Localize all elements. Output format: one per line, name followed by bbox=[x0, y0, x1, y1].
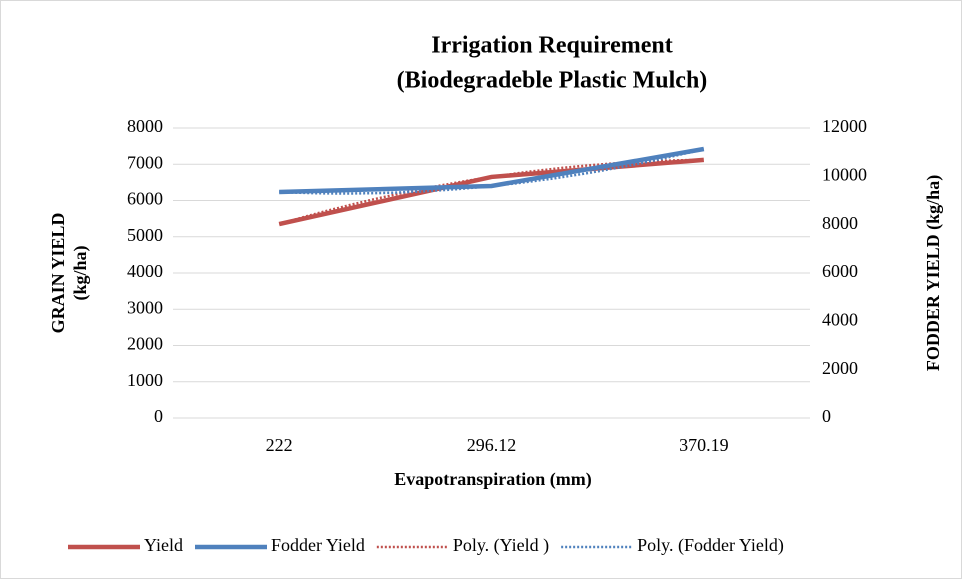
y-tick-label: 6000 bbox=[127, 189, 163, 209]
x-tick-label: 370.19 bbox=[679, 435, 729, 455]
y-tick-label: 0 bbox=[154, 406, 163, 426]
y2-tick-label: 8000 bbox=[822, 213, 858, 233]
y-tick-label: 3000 bbox=[127, 297, 163, 317]
series-line bbox=[278, 157, 705, 227]
y2-tick-label: 10000 bbox=[822, 164, 867, 184]
x-axis-title: Evapotranspiration (mm) bbox=[394, 469, 592, 490]
y2-tick-label: 2000 bbox=[822, 358, 858, 378]
y-tick-label: 5000 bbox=[127, 225, 163, 245]
legend-label: Poly. (Fodder Yield) bbox=[637, 535, 784, 556]
y2-tick-label: 12000 bbox=[822, 116, 867, 136]
legend-label: Fodder Yield bbox=[271, 535, 365, 555]
legend-label: Yield bbox=[144, 535, 183, 555]
y-tick-label: 8000 bbox=[127, 116, 163, 136]
y-tick-label: 2000 bbox=[127, 334, 163, 354]
y-axis-title: GRAIN YIELD bbox=[48, 213, 68, 334]
y2-tick-label: 0 bbox=[822, 406, 831, 426]
y2-tick-label: 4000 bbox=[822, 309, 858, 329]
y2-axis-title: FODDER YIELD (kg/ha) bbox=[923, 175, 944, 371]
chart-title: Irrigation Requirement bbox=[431, 33, 673, 59]
y-tick-label: 7000 bbox=[127, 152, 163, 172]
chart-title: (Biodegradeble Plastic Mulch) bbox=[397, 68, 708, 94]
x-tick-label: 222 bbox=[266, 435, 293, 455]
y-tick-label: 1000 bbox=[127, 370, 163, 390]
series-line bbox=[279, 146, 705, 195]
y2-tick-label: 6000 bbox=[822, 261, 858, 281]
x-tick-label: 296.12 bbox=[467, 435, 517, 455]
legend-label: Poly. (Yield ) bbox=[453, 535, 549, 556]
y-axis-title: (kg/ha) bbox=[70, 245, 91, 300]
y-tick-label: 4000 bbox=[127, 261, 163, 281]
